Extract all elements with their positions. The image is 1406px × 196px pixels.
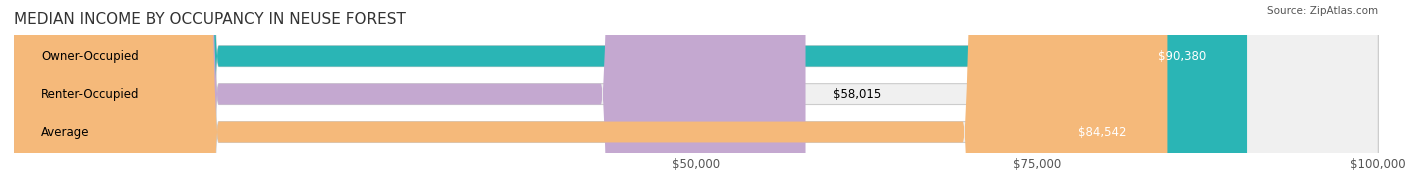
Text: $90,380: $90,380 — [1159, 50, 1206, 63]
Text: Owner-Occupied: Owner-Occupied — [41, 50, 139, 63]
Text: $58,015: $58,015 — [832, 88, 882, 101]
Text: Source: ZipAtlas.com: Source: ZipAtlas.com — [1267, 6, 1378, 16]
FancyBboxPatch shape — [14, 0, 1378, 196]
Text: $84,542: $84,542 — [1078, 125, 1126, 139]
FancyBboxPatch shape — [14, 0, 1247, 196]
FancyBboxPatch shape — [14, 0, 1167, 196]
Text: MEDIAN INCOME BY OCCUPANCY IN NEUSE FOREST: MEDIAN INCOME BY OCCUPANCY IN NEUSE FORE… — [14, 12, 406, 27]
FancyBboxPatch shape — [14, 0, 806, 196]
Text: Average: Average — [41, 125, 90, 139]
Text: Renter-Occupied: Renter-Occupied — [41, 88, 139, 101]
FancyBboxPatch shape — [14, 0, 1378, 196]
FancyBboxPatch shape — [14, 0, 1378, 196]
